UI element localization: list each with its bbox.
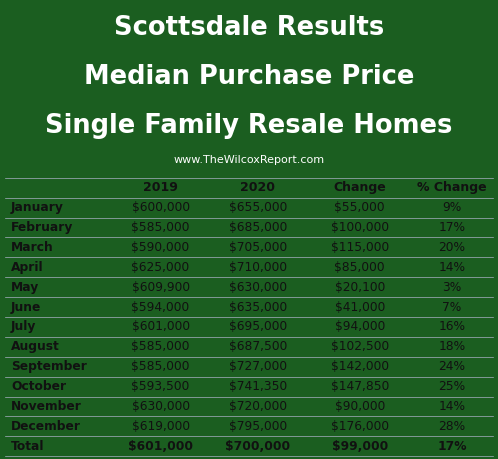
Text: $705,000: $705,000 [229,241,287,254]
Text: $685,000: $685,000 [229,221,287,234]
Text: 18%: 18% [438,340,466,353]
Text: $55,000: $55,000 [335,201,385,214]
Text: $85,000: $85,000 [335,261,385,274]
Text: 28%: 28% [438,420,466,433]
Text: February: February [11,221,73,234]
Text: November: November [11,400,82,413]
Text: October: October [11,380,66,393]
Text: $795,000: $795,000 [229,420,287,433]
Text: $635,000: $635,000 [229,301,287,313]
Text: August: August [11,340,60,353]
Text: $601,000: $601,000 [131,320,190,333]
Text: $630,000: $630,000 [131,400,190,413]
Text: 2019: 2019 [143,181,178,194]
Text: April: April [11,261,44,274]
Text: Change: Change [334,181,386,194]
Text: Scottsdale Results: Scottsdale Results [114,15,384,40]
Text: www.TheWilcoxReport.com: www.TheWilcoxReport.com [173,155,325,165]
Text: $630,000: $630,000 [229,281,287,294]
Text: $655,000: $655,000 [229,201,287,214]
Text: $687,500: $687,500 [229,340,287,353]
Text: $625,000: $625,000 [131,261,190,274]
Text: $695,000: $695,000 [229,320,287,333]
Text: $727,000: $727,000 [229,360,287,373]
Text: $147,850: $147,850 [331,380,389,393]
Text: $619,000: $619,000 [131,420,190,433]
Text: $176,000: $176,000 [331,420,389,433]
Text: $142,000: $142,000 [331,360,389,373]
Text: $585,000: $585,000 [131,360,190,373]
Text: $99,000: $99,000 [332,440,388,453]
Text: $41,000: $41,000 [335,301,385,313]
Text: Median Purchase Price: Median Purchase Price [84,64,414,90]
Text: 3%: 3% [442,281,462,294]
Text: Total: Total [11,440,44,453]
Text: $590,000: $590,000 [131,241,190,254]
Text: $741,350: $741,350 [229,380,287,393]
Text: July: July [11,320,36,333]
Text: $115,000: $115,000 [331,241,389,254]
Text: 24%: 24% [438,360,466,373]
Text: $720,000: $720,000 [229,400,287,413]
Text: December: December [11,420,81,433]
Text: $710,000: $710,000 [229,261,287,274]
Text: June: June [11,301,41,313]
Text: % Change: % Change [417,181,487,194]
Text: $609,900: $609,900 [131,281,190,294]
Text: 25%: 25% [438,380,466,393]
Text: $600,000: $600,000 [131,201,190,214]
Text: $594,000: $594,000 [131,301,190,313]
Text: March: March [11,241,54,254]
Text: 14%: 14% [438,261,466,274]
Text: $20,100: $20,100 [335,281,385,294]
Text: $585,000: $585,000 [131,221,190,234]
Text: May: May [11,281,39,294]
Text: 20%: 20% [438,241,466,254]
Text: $90,000: $90,000 [335,400,385,413]
Text: $700,000: $700,000 [225,440,290,453]
Text: 9%: 9% [442,201,462,214]
Text: $100,000: $100,000 [331,221,389,234]
Text: September: September [11,360,87,373]
Text: $102,500: $102,500 [331,340,389,353]
Text: 17%: 17% [438,221,466,234]
Text: 2020: 2020 [240,181,275,194]
Text: $94,000: $94,000 [335,320,385,333]
Text: 17%: 17% [437,440,467,453]
Text: 14%: 14% [438,400,466,413]
Text: $585,000: $585,000 [131,340,190,353]
Text: January: January [11,201,64,214]
Text: Single Family Resale Homes: Single Family Resale Homes [45,112,453,139]
Text: $601,000: $601,000 [128,440,193,453]
Text: 7%: 7% [442,301,462,313]
Text: 16%: 16% [438,320,466,333]
Text: $593,500: $593,500 [131,380,190,393]
